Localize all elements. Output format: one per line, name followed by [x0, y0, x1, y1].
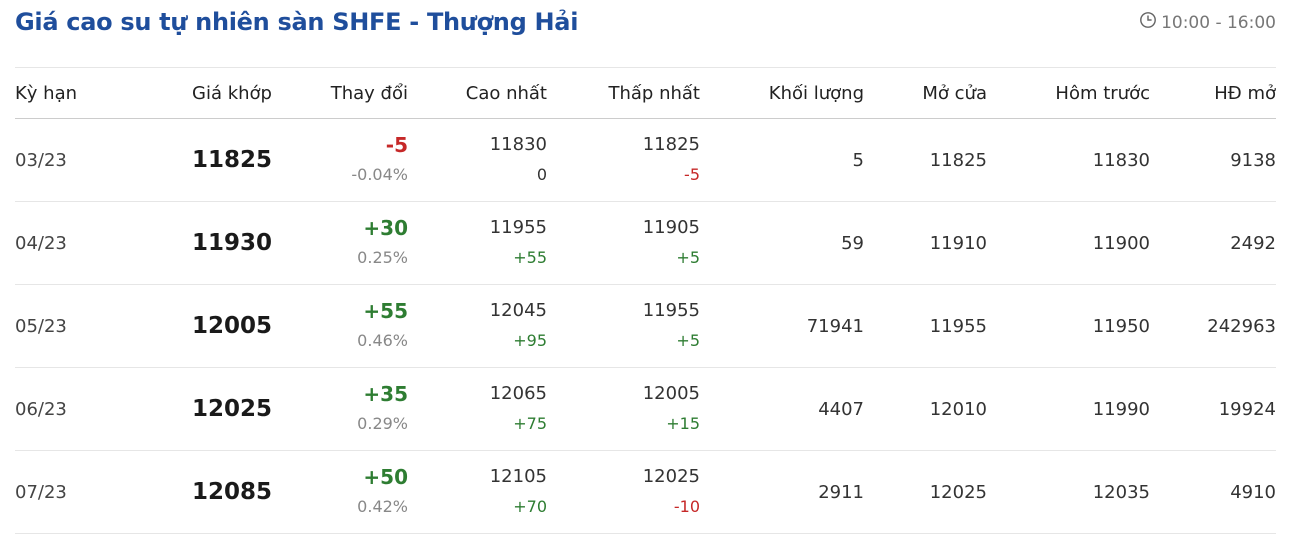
table-row[interactable]: 04/23 11930 +30 0.25% 11955 +55 11905 +5 59…: [15, 201, 1276, 285]
column-header: Mở cửa: [864, 67, 987, 119]
previous-price: 11950: [987, 284, 1150, 368]
low-cell: 11825 -5: [547, 118, 700, 202]
open-price: 11910: [864, 201, 987, 285]
volume: 5: [700, 118, 864, 202]
change: +30: [363, 216, 408, 240]
term: 06/23: [15, 367, 140, 451]
match-price: 12005: [140, 284, 272, 368]
volume: 4407: [700, 367, 864, 451]
match-price: 12085: [140, 450, 272, 534]
open-price: 11955: [864, 284, 987, 368]
open-interest: 242963: [1150, 284, 1276, 368]
high: 11955: [489, 217, 547, 238]
high: 12045: [489, 300, 547, 321]
low: 12005: [642, 383, 700, 404]
open-interest: 9138: [1150, 118, 1276, 202]
trading-hours: 10:00 - 16:00: [1139, 11, 1276, 34]
high-cell: 11955 +55: [408, 201, 547, 285]
previous-price: 12035: [987, 450, 1150, 534]
open-price: 12010: [864, 367, 987, 451]
column-header: Hôm trước: [987, 67, 1150, 119]
low: 12025: [642, 466, 700, 487]
page-title: Giá cao su tự nhiên sàn SHFE - Thượng Hả…: [15, 8, 579, 36]
clock-icon: [1139, 11, 1157, 34]
change-cell: +55 0.46%: [272, 284, 408, 368]
high-cell: 12105 +70: [408, 450, 547, 534]
previous-price: 11900: [987, 201, 1150, 285]
table-row[interactable]: 07/23 12085 +50 0.42% 12105 +70 12025 -10 2…: [15, 450, 1276, 534]
change: +55: [363, 299, 408, 323]
low-cell: 12005 +15: [547, 367, 700, 451]
low: 11955: [642, 300, 700, 321]
column-header: Thấp nhất: [547, 67, 700, 119]
table-row[interactable]: 06/23 12025 +35 0.29% 12065 +75 12005 +15 4…: [15, 367, 1276, 451]
open-price: 11825: [864, 118, 987, 202]
high-change: 0: [536, 165, 547, 184]
volume: 2911: [700, 450, 864, 534]
low-change: +5: [676, 331, 700, 350]
change-cell: -5 -0.04%: [272, 118, 408, 202]
column-header: HĐ mở: [1150, 67, 1276, 119]
high-change: +95: [513, 331, 547, 350]
change-percent: 0.25%: [357, 248, 408, 267]
change-cell: +35 0.29%: [272, 367, 408, 451]
previous-price: 11990: [987, 367, 1150, 451]
open-interest: 2492: [1150, 201, 1276, 285]
change: +50: [363, 465, 408, 489]
volume: 59: [700, 201, 864, 285]
low-change: -10: [673, 497, 700, 516]
volume: 71941: [700, 284, 864, 368]
low-change: +5: [676, 248, 700, 267]
term: 07/23: [15, 450, 140, 534]
high-change: +75: [513, 414, 547, 433]
change: -5: [385, 133, 408, 157]
low-cell: 11905 +5: [547, 201, 700, 285]
match-price: 12025: [140, 367, 272, 451]
low-cell: 11955 +5: [547, 284, 700, 368]
change-cell: +50 0.42%: [272, 450, 408, 534]
change-percent: 0.46%: [357, 331, 408, 350]
high-cell: 11830 0: [408, 118, 547, 202]
term: 04/23: [15, 201, 140, 285]
column-header: Kỳ hạn: [15, 67, 140, 119]
trading-hours-text: 10:00 - 16:00: [1161, 12, 1276, 33]
high-change: +55: [513, 248, 547, 267]
low-cell: 12025 -10: [547, 450, 700, 534]
column-header: Cao nhất: [408, 67, 547, 119]
column-header: Giá khớp: [140, 67, 272, 119]
change-cell: +30 0.25%: [272, 201, 408, 285]
change-percent: -0.04%: [351, 165, 408, 184]
low: 11825: [642, 134, 700, 155]
high: 12105: [489, 466, 547, 487]
high-cell: 12065 +75: [408, 367, 547, 451]
high-cell: 12045 +95: [408, 284, 547, 368]
column-header: Thay đổi: [272, 67, 408, 119]
high-change: +70: [513, 497, 547, 516]
high: 11830: [489, 134, 547, 155]
term: 03/23: [15, 118, 140, 202]
term: 05/23: [15, 284, 140, 368]
low-change: -5: [684, 165, 700, 184]
change-percent: 0.29%: [357, 414, 408, 433]
table-row[interactable]: 05/23 12005 +55 0.46% 12045 +95 11955 +5 71…: [15, 284, 1276, 368]
open-interest: 19924: [1150, 367, 1276, 451]
previous-price: 11830: [987, 118, 1150, 202]
price-table: Kỳ hạn Giá khớp Thay đổi Cao nhất Thấp nhất K…: [15, 67, 1276, 534]
high: 12065: [489, 383, 547, 404]
low-change: +15: [666, 414, 700, 433]
change: +35: [363, 382, 408, 406]
low: 11905: [642, 217, 700, 238]
open-price: 12025: [864, 450, 987, 534]
column-header: Khối lượng: [700, 67, 864, 119]
change-percent: 0.42%: [357, 497, 408, 516]
match-price: 11930: [140, 201, 272, 285]
open-interest: 4910: [1150, 450, 1276, 534]
table-row[interactable]: 03/23 11825 -5 -0.04% 11830 0 11825 -5 5 11…: [15, 118, 1276, 202]
match-price: 11825: [140, 118, 272, 202]
